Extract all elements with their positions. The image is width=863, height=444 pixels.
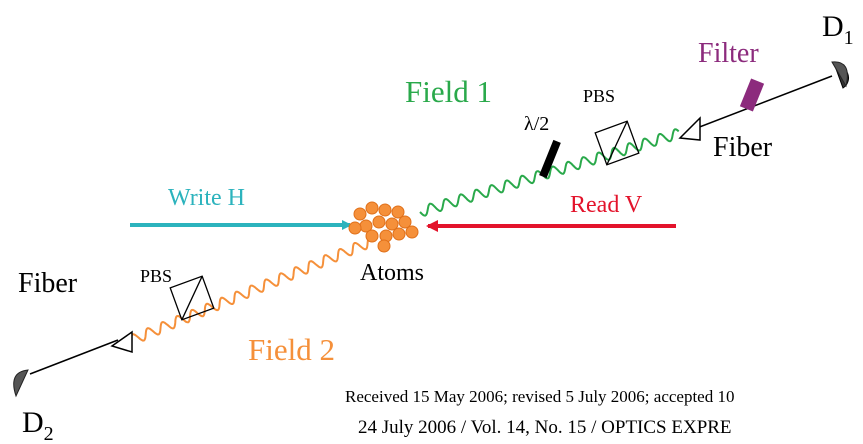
beam-line (30, 340, 118, 374)
atom (406, 226, 418, 238)
atom (393, 228, 405, 240)
atom (366, 202, 378, 214)
fiber-coupler (680, 118, 700, 140)
fiber-label: Fiber (713, 132, 773, 163)
fiber-label: Fiber (18, 268, 78, 299)
filter (740, 78, 764, 111)
pbs-label: PBS (583, 86, 615, 106)
detector-label: D1 (822, 10, 854, 49)
atom (373, 216, 385, 228)
page: {"detectors": [{"label": "D", "sub": "1"… (0, 0, 863, 444)
pbs-label: PBS (140, 266, 172, 286)
filter-label: Filter (698, 38, 759, 69)
detector-label: D2 (22, 406, 54, 444)
pbs-lower (170, 276, 214, 320)
atom (349, 222, 361, 234)
footer-line: Received 15 May 2006; revised 5 July 200… (345, 387, 734, 406)
field2-wave (131, 237, 375, 341)
detector-letter: D (22, 406, 44, 439)
detector-sub: 1 (844, 27, 854, 49)
field1-label: Field 1 (405, 74, 492, 109)
beam-line (697, 76, 832, 128)
fiber-coupler (112, 332, 132, 352)
read-label: Read V (570, 192, 643, 218)
atom (378, 240, 390, 252)
write-label: Write H (168, 185, 245, 211)
field2-label: Field 2 (248, 332, 335, 367)
atoms-label: Atoms (360, 260, 424, 286)
detector-d1-dome (832, 62, 847, 86)
diagram: D1 D2 Filter Field 1 PBS λ/2 Fiber Write… (0, 0, 863, 444)
atom (354, 208, 366, 220)
detector-d2-dome (14, 370, 28, 396)
footer-line: 24 July 2006 / Vol. 14, No. 15 / OPTICS … (358, 417, 732, 438)
detector-letter: D (822, 10, 844, 43)
atom (379, 204, 391, 216)
half-wave-label: λ/2 (524, 113, 549, 135)
detector-sub: 2 (44, 423, 54, 444)
pbs-upper (595, 121, 639, 165)
atom (366, 230, 378, 242)
